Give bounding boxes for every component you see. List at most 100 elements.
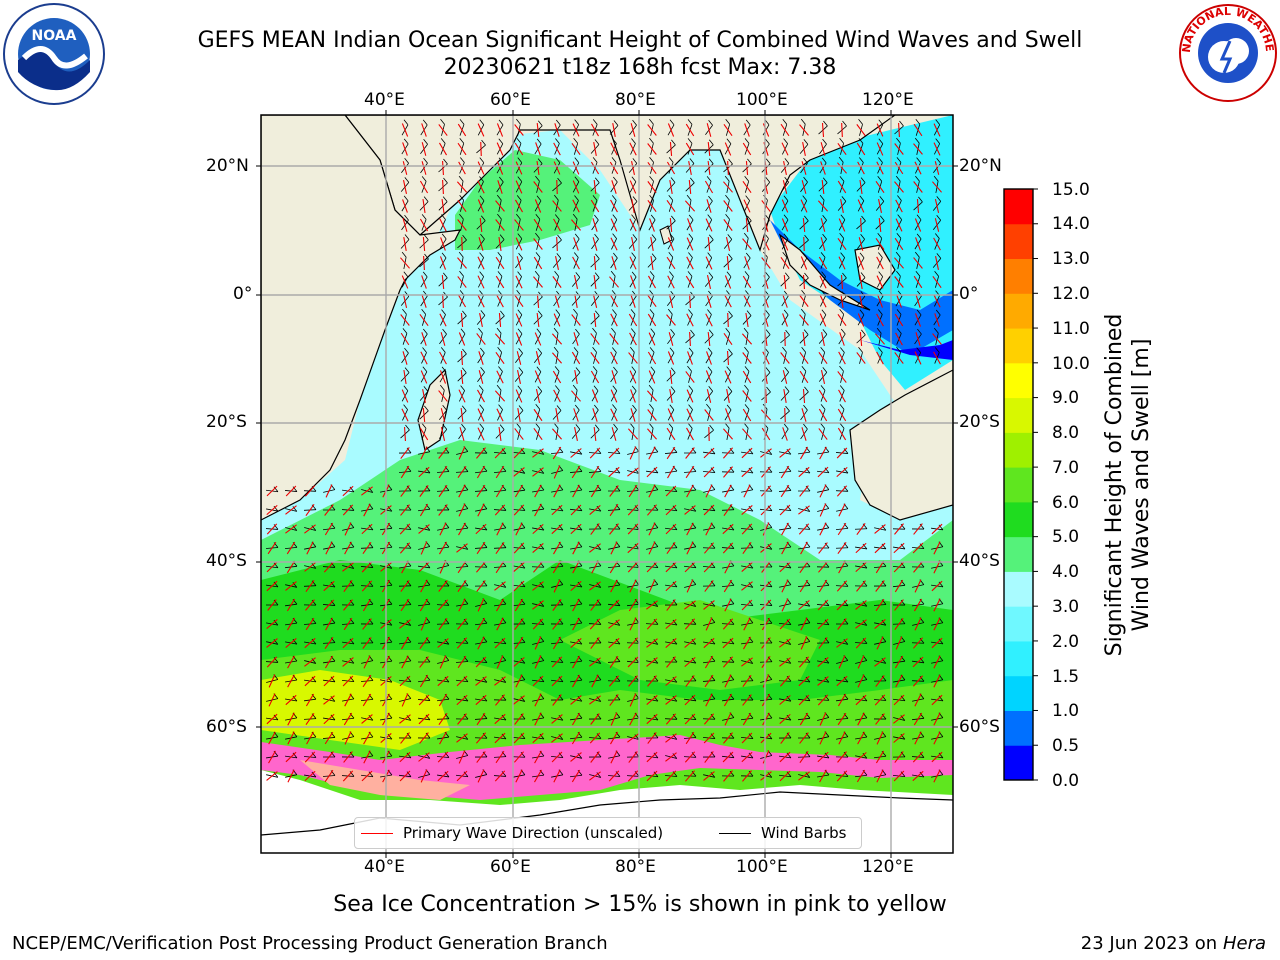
colorbar-segment: [1004, 258, 1033, 294]
wave-direction-arrow: [688, 161, 692, 175]
wave-direction-arrow: [363, 731, 371, 745]
wave-direction-arrow: [476, 447, 486, 459]
wind-barb-flag: [330, 581, 336, 588]
wave-direction-arrow: [590, 370, 600, 384]
wave-direction-arrow: [458, 484, 466, 498]
wave-direction-arrow: [589, 618, 601, 630]
wind-barb-flag: [668, 423, 674, 429]
wave-direction-arrow: [609, 333, 619, 345]
wave-direction-arrow: [818, 542, 828, 554]
wind-barb-flag: [748, 448, 754, 455]
wave-direction-arrow: [609, 161, 619, 175]
wave-direction-arrow: [439, 560, 447, 574]
wave-direction-arrow: [515, 332, 523, 346]
wave-direction-arrow: [553, 161, 561, 175]
wave-direction-arrow: [399, 751, 411, 763]
wind-barb-flag: [687, 365, 692, 372]
wave-direction-arrow: [458, 522, 466, 536]
wave-direction-arrow: [571, 351, 581, 365]
wave-direction-arrow: [761, 656, 771, 668]
wave-direction-arrow: [857, 256, 865, 270]
wave-direction-arrow: [819, 275, 827, 289]
wind-barb-flag: [613, 252, 618, 259]
wind-barb-flag: [843, 581, 849, 587]
wave-direction-arrow: [762, 237, 770, 251]
wave-direction-arrow: [933, 731, 941, 745]
wave-direction-arrow: [837, 180, 847, 194]
wave-direction-arrow: [496, 294, 504, 308]
wind-barb-flag: [748, 562, 754, 569]
wind-barb-flag: [592, 195, 598, 201]
wave-direction-arrow: [743, 294, 751, 308]
wave-direction-arrow: [495, 219, 505, 231]
wind-barb-flag: [878, 119, 884, 125]
wind-barb-flag: [593, 385, 599, 392]
wind-barb-flag: [520, 581, 526, 587]
wave-direction-arrow: [627, 428, 639, 440]
wave-direction-arrow: [475, 656, 487, 668]
wave-direction-arrow: [457, 219, 467, 231]
wind-barb-flag: [539, 601, 545, 607]
wave-direction-arrow: [573, 237, 579, 251]
wave-direction-arrow: [799, 124, 809, 136]
wave-direction-arrow: [590, 713, 600, 725]
wave-direction-arrow: [534, 712, 542, 726]
wave-direction-arrow: [439, 256, 447, 270]
wave-direction-arrow: [722, 656, 734, 668]
wind-barb-flag: [877, 176, 883, 182]
wave-direction-arrow: [589, 732, 601, 744]
wind-barb-flag: [824, 467, 830, 474]
wind-barb-flag: [804, 272, 809, 279]
wind-barb-flag: [824, 677, 830, 683]
wave-direction-arrow: [836, 675, 848, 687]
wave-direction-arrow: [343, 599, 353, 611]
wave-direction-arrow: [513, 504, 525, 516]
wind-barb-flag: [649, 137, 654, 144]
wind-barb-flag: [802, 252, 808, 259]
wave-direction-arrow: [931, 523, 943, 535]
wave-direction-arrow: [593, 426, 597, 442]
wave-direction-arrow: [573, 408, 579, 422]
wave-direction-arrow: [609, 675, 619, 687]
wave-direction-arrow: [476, 561, 486, 573]
wave-direction-arrow: [552, 618, 562, 630]
wind-barb-flag: [401, 251, 407, 258]
wave-direction-arrow: [855, 600, 867, 610]
wave-direction-arrow: [799, 750, 809, 764]
wave-direction-arrow: [630, 275, 636, 289]
wave-direction-arrow: [266, 771, 278, 781]
wave-direction-arrow: [534, 750, 542, 764]
left-lat-label-60s: 60°S: [206, 717, 247, 737]
wave-direction-arrow: [836, 770, 848, 782]
wave-direction-arrow: [878, 199, 882, 213]
wind-barb-flag: [802, 195, 807, 201]
wind-barb-flag: [444, 638, 450, 645]
wave-direction-arrow: [648, 484, 656, 498]
wave-direction-arrow: [438, 447, 448, 459]
wind-barb-flag: [727, 386, 733, 392]
wave-direction-arrow: [494, 732, 506, 744]
wind-barb-flag: [729, 752, 735, 758]
wave-direction-arrow: [666, 542, 676, 554]
wave-direction-arrow: [646, 638, 658, 648]
wind-barb-flag: [933, 327, 939, 334]
wind-barb-flag: [368, 715, 374, 721]
wave-direction-arrow: [857, 655, 865, 669]
wave-direction-arrow: [399, 675, 411, 687]
wave-direction-arrow: [647, 200, 657, 212]
wave-direction-arrow: [287, 731, 295, 745]
wind-barb-flag: [896, 309, 902, 315]
wave-direction-arrow: [495, 560, 505, 574]
wind-barb-flag: [916, 309, 922, 316]
wave-direction-arrow: [761, 466, 771, 478]
wave-direction-arrow: [480, 141, 482, 157]
wave-direction-arrow: [684, 200, 696, 212]
wave-direction-arrow: [419, 180, 429, 194]
africa-landmass: [261, 115, 462, 521]
wind-barb-flag: [423, 196, 429, 202]
wave-direction-arrow: [496, 617, 504, 631]
wave-direction-arrow: [765, 388, 767, 404]
wave-direction-arrow: [534, 655, 542, 669]
wave-direction-arrow: [912, 675, 924, 687]
wave-direction-arrow: [665, 713, 677, 725]
